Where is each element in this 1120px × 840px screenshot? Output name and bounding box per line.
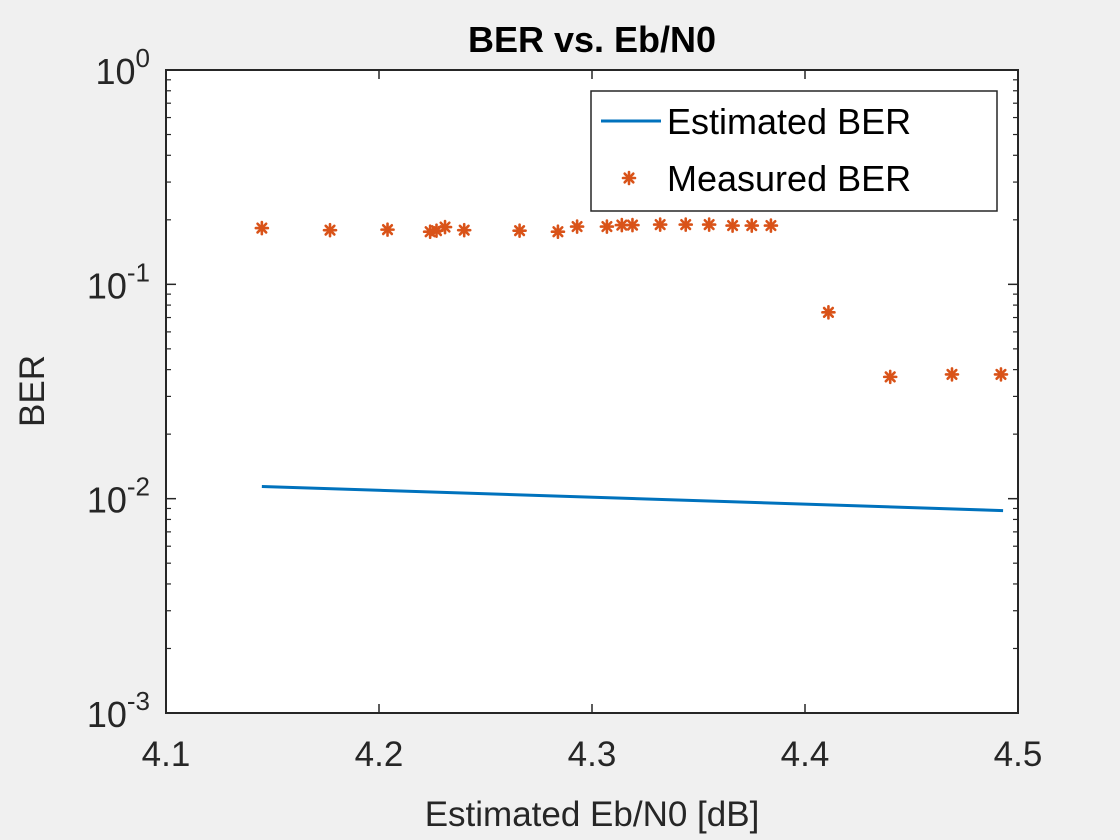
- y-axis-label: BER: [13, 355, 52, 427]
- plot-frame: [165, 69, 1019, 714]
- data-point-measured-ber: [569, 219, 585, 234]
- legend: Estimated BER Measured BER: [590, 90, 998, 212]
- legend-box: [590, 90, 998, 212]
- y-tick-label: 10-1: [87, 257, 150, 306]
- legend-measured-label: Measured BER: [667, 158, 911, 199]
- data-point-measured-ber: [437, 219, 453, 235]
- data-point-measured-ber: [944, 367, 960, 382]
- data-point-measured-ber: [550, 224, 566, 240]
- y-tick-label: 100: [95, 43, 150, 92]
- data-point-measured-ber: [993, 367, 1009, 382]
- legend-measured-marker: [621, 170, 637, 186]
- data-point-measured-ber: [254, 220, 270, 236]
- data-point-measured-ber: [380, 222, 395, 237]
- data-point-measured-ber: [652, 217, 668, 232]
- series-line-estimated-ber: [261, 484, 1004, 513]
- data-point-measured-ber: [678, 217, 694, 232]
- data-point-measured-ber: [882, 369, 898, 385]
- data-point-measured-ber: [725, 218, 740, 233]
- x-axis-label: Estimated Eb/N0 [dB]: [425, 795, 760, 834]
- chart-title: BER vs. Eb/N0: [468, 19, 716, 60]
- x-tick-label: 4.5: [994, 735, 1043, 774]
- data-point-measured-ber: [744, 218, 760, 233]
- data-point-measured-ber: [322, 222, 338, 238]
- x-tick-label: 4.2: [355, 735, 404, 774]
- legend-star-marker: [621, 170, 637, 186]
- data-point-measured-ber: [599, 219, 615, 234]
- x-tick-label: 4.3: [568, 735, 617, 774]
- y-tick-label: 10-3: [87, 686, 150, 735]
- legend-estimated-label: Estimated BER: [667, 101, 911, 142]
- data-layer: [254, 217, 1009, 513]
- labels-layer: 4.1 4.2 4.3 4.4 4.5 100 10-1 10-2 10-3: [87, 43, 1043, 774]
- y-tick-label: 10-2: [87, 472, 150, 521]
- data-point-measured-ber: [456, 222, 472, 238]
- x-tick-label: 4.1: [142, 735, 191, 774]
- data-point-measured-ber: [821, 305, 836, 320]
- data-point-measured-ber: [625, 217, 640, 233]
- data-point-measured-ber: [701, 217, 717, 232]
- data-point-measured-ber: [763, 218, 779, 233]
- x-tick-label: 4.4: [781, 735, 830, 774]
- data-point-measured-ber: [512, 223, 527, 238]
